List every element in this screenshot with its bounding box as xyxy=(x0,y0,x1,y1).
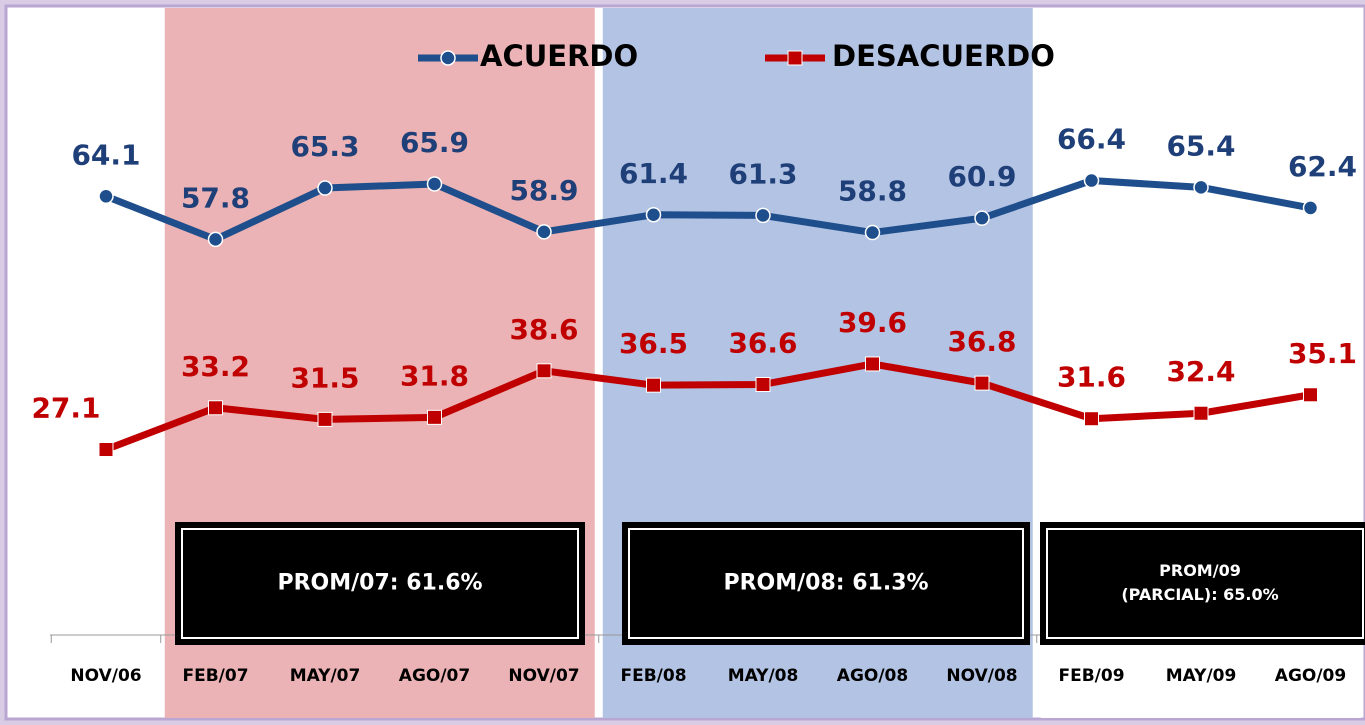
marker xyxy=(317,411,333,427)
data-label: 33.2 xyxy=(181,350,250,383)
x-tick-label: FEB/07 xyxy=(182,666,248,686)
x-tick-label: NOV/06 xyxy=(70,666,141,686)
average-box-border xyxy=(628,528,1024,639)
marker xyxy=(98,442,114,458)
x-tick-label: MAY/07 xyxy=(290,666,361,686)
marker xyxy=(646,377,661,393)
data-label: 65.9 xyxy=(400,126,469,159)
data-label: 60.9 xyxy=(947,160,1016,193)
average-box xyxy=(1040,522,1365,645)
marker xyxy=(1303,387,1318,403)
data-label: 58.9 xyxy=(509,174,578,207)
marker xyxy=(864,224,881,241)
average-box xyxy=(175,522,585,645)
data-label: 58.8 xyxy=(838,175,907,208)
x-tick-label: FEB/08 xyxy=(620,666,686,686)
data-label: 61.3 xyxy=(728,157,797,190)
average-label: PROM/08: 61.3% xyxy=(723,571,928,596)
data-label: 32.4 xyxy=(1166,355,1235,388)
data-label: 62.4 xyxy=(1288,150,1357,183)
marker xyxy=(98,188,114,205)
marker xyxy=(974,210,990,226)
data-label: 57.8 xyxy=(181,181,250,214)
x-tick-label: NOV/08 xyxy=(946,666,1017,686)
legend-marker xyxy=(440,50,456,66)
average-box-border xyxy=(181,528,579,639)
data-label: 64.1 xyxy=(71,138,140,171)
data-label: 27.1 xyxy=(31,392,100,425)
marker xyxy=(426,176,443,192)
data-label: 66.4 xyxy=(1057,123,1126,156)
marker xyxy=(1084,411,1099,427)
data-label: 31.8 xyxy=(400,359,469,392)
series-line xyxy=(104,177,1312,243)
x-tick-label: MAY/09 xyxy=(1166,666,1237,686)
marker xyxy=(317,180,333,196)
x-tick-label: NOV/07 xyxy=(508,666,579,686)
x-tick-label: AGO/07 xyxy=(399,666,470,686)
data-label: 61.4 xyxy=(619,157,688,190)
data-label: 39.6 xyxy=(838,306,907,339)
marker xyxy=(208,400,223,416)
marker xyxy=(207,231,224,248)
average-box-border xyxy=(1046,528,1364,639)
marker xyxy=(1193,179,1209,196)
x-tick-label: FEB/09 xyxy=(1058,666,1124,686)
marker xyxy=(1083,172,1100,189)
marker xyxy=(755,207,771,224)
marker xyxy=(427,409,442,425)
marker xyxy=(865,356,880,372)
data-label: 65.4 xyxy=(1166,129,1235,162)
data-label: 38.6 xyxy=(509,313,578,346)
average-label: (PARCIAL): 65.0% xyxy=(1121,585,1278,604)
marker xyxy=(645,207,662,223)
series-line xyxy=(104,360,1312,453)
average-box xyxy=(622,522,1030,645)
legend-marker xyxy=(787,50,803,66)
marker xyxy=(536,224,552,240)
data-label: 31.6 xyxy=(1057,361,1126,394)
data-label: 35.1 xyxy=(1288,337,1357,370)
marker xyxy=(536,363,552,379)
marker xyxy=(1193,405,1209,421)
average-label: PROM/09 xyxy=(1159,561,1241,580)
data-label: 31.5 xyxy=(290,361,359,394)
marker xyxy=(755,376,771,392)
data-label: 36.8 xyxy=(947,325,1016,358)
x-tick-label: AGO/08 xyxy=(837,666,908,686)
legend-label: DESACUERDO xyxy=(832,39,1055,73)
marker xyxy=(974,375,990,391)
data-label: 36.6 xyxy=(728,326,797,359)
marker xyxy=(1302,200,1319,216)
legend-label: ACUERDO xyxy=(480,39,638,73)
x-tick-label: AGO/09 xyxy=(1275,666,1346,686)
x-tick-label: MAY/08 xyxy=(728,666,799,686)
data-label: 65.3 xyxy=(290,130,359,163)
data-label: 36.5 xyxy=(619,327,688,360)
average-label: PROM/07: 61.6% xyxy=(277,571,482,596)
